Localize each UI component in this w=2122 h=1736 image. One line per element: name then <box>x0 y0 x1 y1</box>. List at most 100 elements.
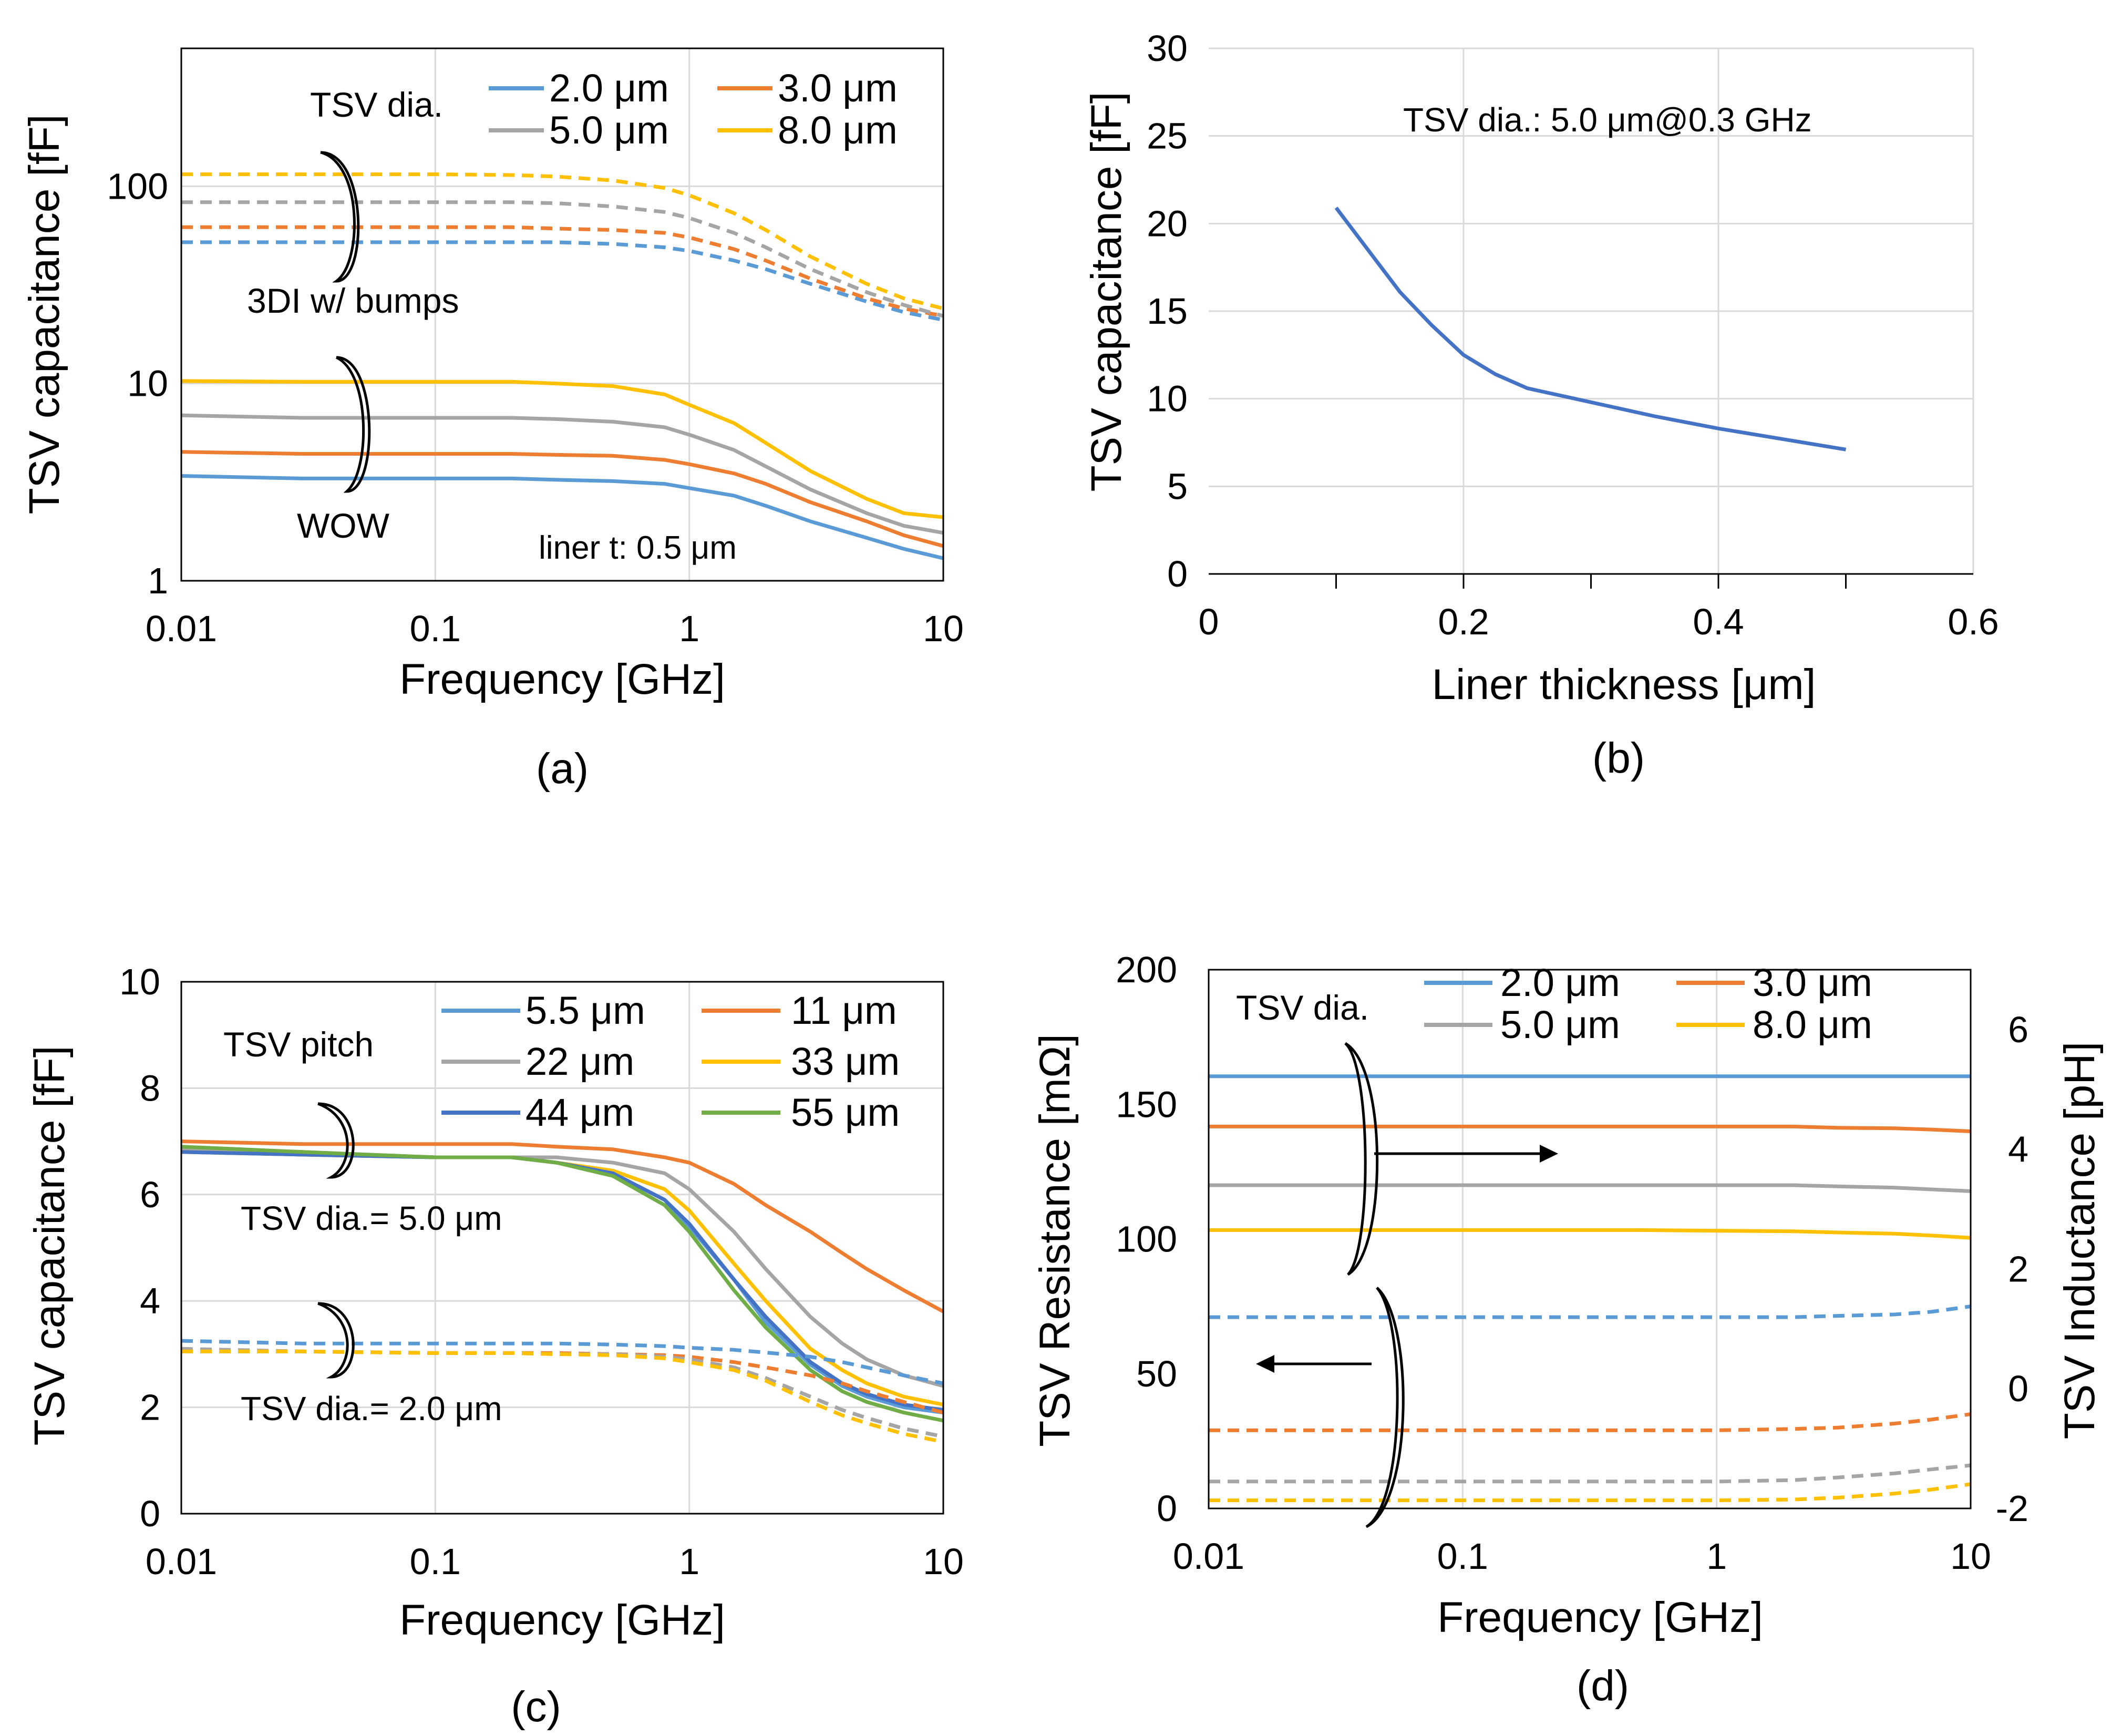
d-y-tick-4: 200 <box>1116 949 1177 990</box>
d-x-axis-label: Frequency [GHz] <box>1437 1594 1763 1641</box>
b-y-axis-label: TSV capacitance [fF] <box>1083 91 1130 491</box>
b-x-tick-3: 0.6 <box>1948 601 1999 642</box>
d-x-tick-labels: 0.01 0.1 1 10 <box>1173 1536 1991 1577</box>
d-series-line-5 <box>1209 1412 1971 1432</box>
d-plot-frame <box>1208 969 1972 1509</box>
a-annotation-wow: WOW <box>297 506 390 545</box>
b-y-tick-2: 10 <box>1147 378 1188 419</box>
c-legend: 5.5 μm 11 μm 22 μm 33 μm 44 μm 55 μm <box>441 989 900 1134</box>
a-series-line-3 <box>181 379 944 519</box>
b-x-axis-label: Liner thickness [μm] <box>1432 661 1816 708</box>
b-y-tick-labels: 0 5 10 15 20 25 30 <box>1147 28 1188 594</box>
d-legend-label-2: 3.0 μm <box>1753 961 1872 1004</box>
a-legend-title: TSV dia. <box>310 85 443 124</box>
a-y-axis-label: TSV capacitance [fF] <box>20 114 68 514</box>
c-x-tick-3: 10 <box>923 1541 964 1582</box>
d-x-tick-3: 10 <box>1950 1536 1991 1577</box>
a-annotation-liner: liner t: 0.5 μm <box>539 530 737 566</box>
a-series-line-0 <box>181 474 944 560</box>
b-y-tick-6: 30 <box>1147 28 1188 69</box>
a-legend-label-4: 8.0 μm <box>778 108 898 152</box>
panel-a: 0.01 0.1 1 10 1 10 100 Frequency [GHz] TSV ca… <box>20 47 964 793</box>
b-x-tick-0: 0 <box>1199 601 1219 642</box>
d-caption: (d) <box>1577 1662 1629 1710</box>
c-legend-label-3: 22 μm <box>526 1040 634 1083</box>
c-annotation-2um: TSV dia.= 2.0 μm <box>241 1390 502 1427</box>
d-series-line-2 <box>1209 1183 1971 1193</box>
c-bracket-5um <box>317 1102 355 1179</box>
d-y2-axis-label: TSV Inductance [pH] <box>2056 1042 2104 1440</box>
b-annotation: TSV dia.: 5.0 μm@0.3 GHz <box>1403 101 1812 139</box>
d-y-tick-2: 100 <box>1116 1219 1177 1260</box>
b-series-line-0 <box>1334 207 1847 451</box>
d-legend-label-3: 5.0 μm <box>1500 1003 1620 1046</box>
a-legend-label-1: 2.0 μm <box>549 66 669 110</box>
a-series-line-5 <box>181 225 944 318</box>
a-annotation-3di: 3DI w/ bumps <box>247 281 459 320</box>
c-y-tick-labels: 0 2 4 6 8 10 <box>119 961 160 1534</box>
c-y-tick-4: 8 <box>140 1067 160 1108</box>
a-series-line-7 <box>181 172 944 311</box>
d-series-line-4 <box>1209 1304 1971 1319</box>
a-x-tick-3: 10 <box>923 608 964 649</box>
d-arrow-right-head <box>1540 1145 1558 1163</box>
d-legend: 2.0 μm 3.0 μm 5.0 μm 8.0 μm <box>1424 961 1872 1046</box>
c-series-line-9 <box>181 1349 944 1444</box>
c-series-line-1 <box>181 1139 944 1313</box>
d-series-line-6 <box>1209 1463 1971 1484</box>
a-legend-label-2: 3.0 μm <box>778 66 898 110</box>
c-bracket-2um <box>317 1302 355 1379</box>
c-series <box>181 1139 944 1444</box>
d-bracket-resistance <box>1365 1287 1405 1528</box>
d-y2-tick-3: 4 <box>2008 1129 2028 1170</box>
d-y2-tick-0: -2 <box>1996 1488 2028 1529</box>
c-series-line-4 <box>181 1150 944 1412</box>
c-legend-label-6: 55 μm <box>791 1091 900 1134</box>
b-y-tick-3: 15 <box>1147 291 1188 332</box>
a-x-tick-0: 0.01 <box>146 608 217 649</box>
b-y-tick-0: 0 <box>1167 553 1188 594</box>
d-y2-tick-4: 6 <box>2008 1009 2028 1050</box>
d-series-line-1 <box>1209 1124 1971 1133</box>
c-x-tick-labels: 0.01 0.1 1 10 <box>146 1541 964 1582</box>
d-series-line-3 <box>1209 1228 1971 1240</box>
d-series <box>1209 1074 1971 1503</box>
d-x-tick-2: 1 <box>1706 1536 1727 1577</box>
b-tick-marks <box>1335 574 1847 589</box>
a-y-tick-0: 1 <box>148 560 168 601</box>
d-y-tick-1: 50 <box>1136 1353 1177 1394</box>
c-y-tick-0: 0 <box>140 1493 160 1534</box>
c-legend-title: TSV pitch <box>223 1025 374 1064</box>
a-x-tick-2: 1 <box>679 608 699 649</box>
d-arrow-left-head <box>1256 1355 1274 1373</box>
b-y-tick-4: 20 <box>1147 203 1188 244</box>
c-x-tick-1: 0.1 <box>410 1541 461 1582</box>
c-plot-frame <box>180 981 944 1515</box>
a-y-tick-2: 100 <box>107 166 168 207</box>
c-x-tick-0: 0.01 <box>146 1541 217 1582</box>
c-legend-label-5: 44 μm <box>526 1091 634 1134</box>
b-x-tick-labels: 0 0.2 0.4 0.6 <box>1199 601 1999 642</box>
a-legend: 2.0 μm 3.0 μm 5.0 μm 8.0 μm <box>489 66 898 152</box>
a-series-line-6 <box>181 200 944 318</box>
a-series-line-2 <box>181 413 944 535</box>
c-series-line-8 <box>181 1347 944 1439</box>
a-y-tick-labels: 1 10 100 <box>107 166 168 601</box>
panel-d: 0.01 0.1 1 10 0 50 100 150 200 -2 0 2 4 6 Frequency… <box>1031 949 2104 1710</box>
c-x-tick-2: 1 <box>679 1541 699 1582</box>
c-y-tick-1: 2 <box>140 1387 160 1428</box>
c-x-axis-label: Frequency [GHz] <box>399 1596 725 1644</box>
b-series <box>1334 207 1847 451</box>
d-x-tick-0: 0.01 <box>1173 1536 1244 1577</box>
c-series-line-3 <box>181 1150 944 1406</box>
panel-b: 0 0.2 0.4 0.6 0 5 10 15 20 25 30 Liner thickness … <box>1083 28 1999 782</box>
b-y-tick-5: 25 <box>1147 116 1188 157</box>
a-y-tick-1: 10 <box>127 363 168 404</box>
c-y-axis-label: TSV capacitance [fF] <box>26 1045 74 1445</box>
d-bracket-inductance <box>1344 1042 1379 1276</box>
d-gridlines <box>1461 970 1718 1508</box>
a-x-tick-1: 0.1 <box>410 608 461 649</box>
a-series-line-4 <box>181 240 944 322</box>
c-caption: (c) <box>511 1683 561 1731</box>
c-y-tick-5: 10 <box>119 961 160 1002</box>
